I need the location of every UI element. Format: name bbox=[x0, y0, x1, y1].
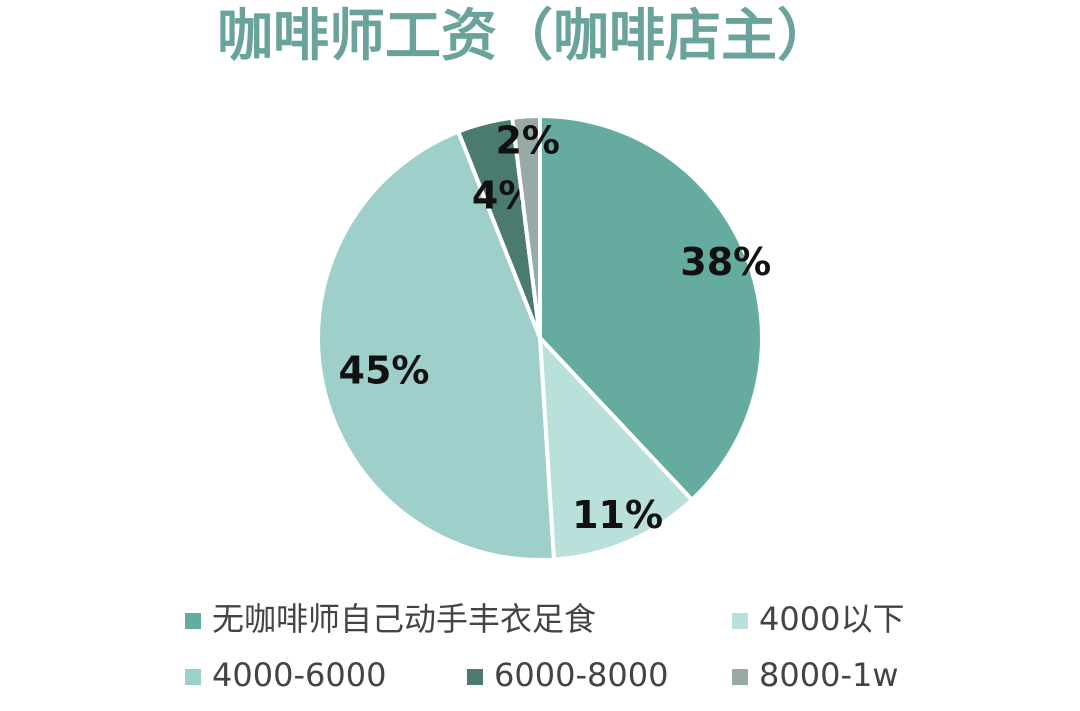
value-label: 2% bbox=[495, 119, 560, 163]
legend-label: 8000-1w bbox=[759, 656, 899, 694]
value-label: 45% bbox=[339, 348, 430, 392]
value-label: 38% bbox=[680, 240, 771, 284]
legend-label: 4000-6000 bbox=[212, 656, 386, 694]
chart-title: 咖啡师工资（咖啡店主） bbox=[217, 4, 833, 69]
legend-label: 4000以下 bbox=[759, 600, 904, 638]
legend-swatch bbox=[467, 669, 483, 685]
legend-swatch bbox=[185, 613, 201, 629]
legend-label: 6000-8000 bbox=[494, 656, 668, 694]
pie-slice bbox=[316, 128, 557, 562]
pie-slice bbox=[538, 113, 764, 503]
pie-slice bbox=[537, 332, 695, 562]
legend-swatch bbox=[732, 669, 748, 685]
value-label: 11% bbox=[572, 493, 663, 537]
legend-label: 无咖啡师自己动手丰衣足食 bbox=[212, 600, 596, 638]
pie-slice bbox=[509, 113, 542, 339]
legend-swatch bbox=[185, 669, 201, 685]
legend-swatch bbox=[732, 613, 748, 629]
